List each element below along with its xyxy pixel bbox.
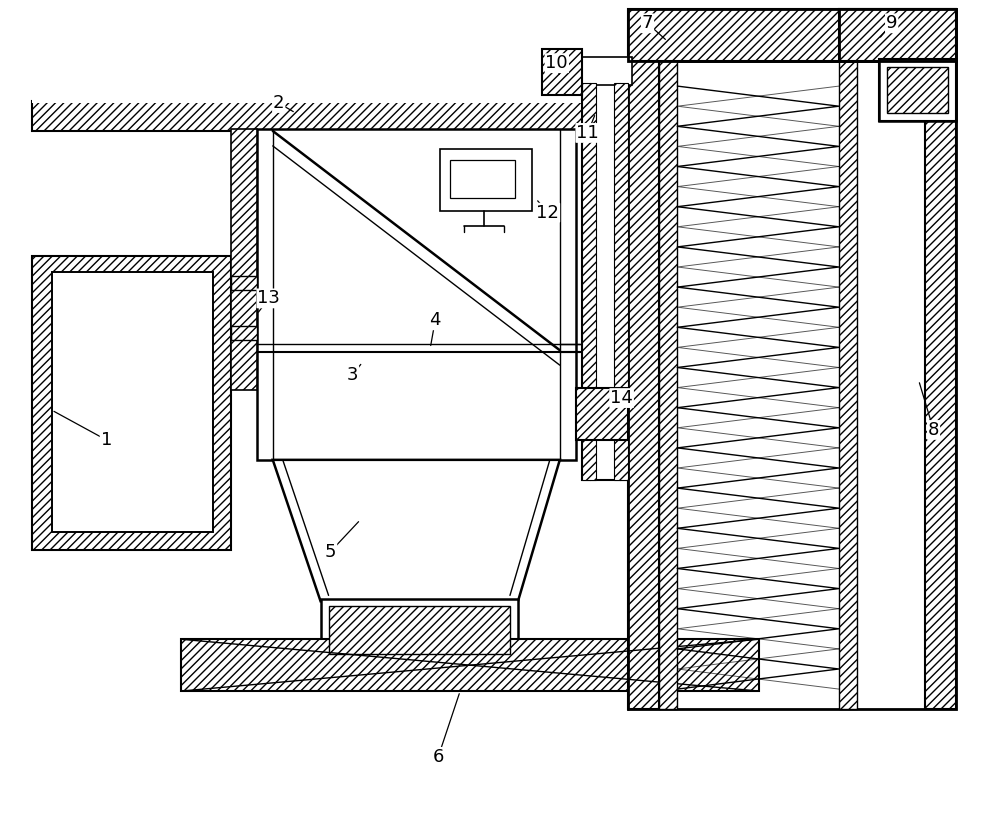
Bar xyxy=(450,160,515,198)
Bar xyxy=(542,49,582,95)
Bar xyxy=(576,388,628,440)
Bar xyxy=(321,599,518,662)
Text: 9: 9 xyxy=(886,14,897,32)
Bar xyxy=(887,67,948,113)
Bar xyxy=(231,276,257,290)
Bar xyxy=(879,59,956,121)
Bar xyxy=(32,101,600,131)
Text: 12: 12 xyxy=(536,203,559,222)
Text: 5: 5 xyxy=(325,543,336,560)
Bar xyxy=(628,61,956,709)
Bar xyxy=(839,9,956,61)
Bar xyxy=(614,83,628,480)
Text: 1: 1 xyxy=(101,431,112,449)
Text: 10: 10 xyxy=(545,54,568,72)
Bar xyxy=(181,639,759,691)
Bar xyxy=(440,149,532,211)
Bar xyxy=(628,61,659,709)
Bar xyxy=(257,129,576,460)
Bar xyxy=(659,61,677,709)
Text: 3: 3 xyxy=(347,366,358,384)
Text: 8: 8 xyxy=(928,421,939,439)
Bar xyxy=(925,61,956,709)
Bar xyxy=(32,256,231,549)
Polygon shape xyxy=(273,460,560,602)
Bar xyxy=(582,83,596,480)
Bar xyxy=(542,49,582,95)
Bar xyxy=(32,85,600,103)
Text: 6: 6 xyxy=(433,748,444,766)
Bar xyxy=(52,272,213,531)
Bar xyxy=(628,9,956,61)
Bar xyxy=(329,607,510,654)
Bar xyxy=(879,59,956,121)
Bar xyxy=(231,129,257,390)
Bar xyxy=(628,9,956,61)
Text: 7: 7 xyxy=(642,14,653,32)
Bar xyxy=(839,61,857,709)
Bar xyxy=(576,388,628,440)
Bar xyxy=(582,83,628,480)
Bar xyxy=(839,9,956,61)
Text: 2: 2 xyxy=(273,94,284,112)
Text: 13: 13 xyxy=(257,290,280,307)
Bar xyxy=(231,326,257,340)
Text: 14: 14 xyxy=(610,389,633,407)
Text: 11: 11 xyxy=(576,124,599,142)
Text: 4: 4 xyxy=(429,311,441,330)
Bar xyxy=(582,57,632,85)
